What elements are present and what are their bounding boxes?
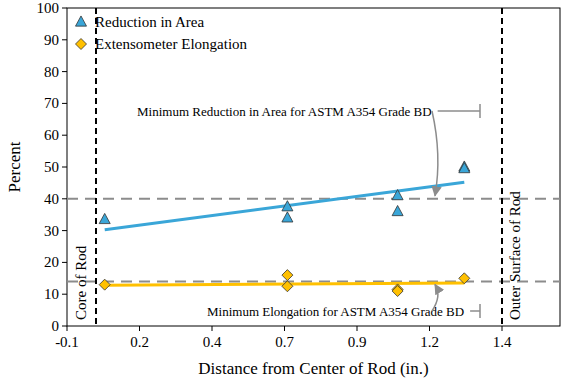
data-point [282, 270, 293, 281]
reference-line [67, 280, 560, 282]
y-tick [62, 198, 67, 199]
annotation: Minimum Elongation for ASTM A354 Grade B… [207, 304, 464, 319]
y-tick-label: 80 [44, 64, 59, 80]
legend-marker [76, 39, 87, 50]
x-tick-label: 0.4 [203, 334, 222, 350]
data-point [392, 205, 403, 215]
y-tick [62, 103, 67, 104]
y-tick [62, 230, 67, 231]
y-tick-label: 70 [44, 95, 59, 111]
x-tick [502, 326, 503, 331]
y-tick [62, 8, 67, 9]
data-point [459, 163, 470, 173]
x-tick-label: 0.7 [275, 334, 294, 350]
chart: 0 10 20 30 40 50 60 70 80 90 100 -0.1 0.2 0.4 0.7 0.9 1.… [0, 0, 576, 384]
y-tick-label: 90 [44, 32, 59, 48]
x-tick-label: 1.2 [420, 334, 439, 350]
x-axis-label: Distance from Center of Rod (in.) [198, 359, 428, 378]
data-point [282, 281, 293, 292]
annotation-bracket [438, 110, 480, 112]
vertical-line [501, 8, 503, 326]
legend-label: Extensometer Elongation [95, 36, 248, 52]
legend-marker [76, 16, 87, 26]
y-tick-label: 60 [44, 127, 59, 143]
y-tick-label: 10 [44, 286, 59, 302]
data-point [99, 213, 110, 223]
x-tick [212, 326, 213, 331]
data-point [282, 212, 293, 222]
y-tick-label: 40 [44, 191, 59, 207]
annotation-bracket [470, 310, 480, 312]
y-axis-label: Percent [5, 141, 24, 192]
x-tick [284, 326, 285, 331]
x-tick [429, 326, 430, 331]
plot-frame [67, 8, 560, 326]
y-tick [62, 71, 67, 72]
vertical-line-label: Core of Rod [73, 245, 89, 320]
y-tick [62, 39, 67, 40]
vertical-line-label: Outer Surface of Rod [507, 191, 523, 320]
y-tick-label: 20 [44, 254, 59, 270]
annotation-bracket-end [479, 104, 481, 118]
x-tick-label: 0.9 [348, 334, 367, 350]
x-tick [67, 326, 68, 331]
legend: Reduction in Area Extensometer Elongation [76, 14, 248, 52]
plot-area [67, 8, 560, 326]
annotation-arrow [432, 284, 438, 311]
x-tick-label: 0.2 [130, 334, 149, 350]
annotation-arrow [432, 111, 438, 196]
y-tick-label: 100 [37, 0, 60, 16]
annotation-bracket-end [479, 304, 481, 318]
x-tick [139, 326, 140, 331]
data-point [392, 286, 403, 297]
y-tick [62, 294, 67, 295]
data-point [282, 201, 293, 211]
y-tick [62, 262, 67, 263]
data-point [99, 279, 110, 290]
y-tick-label: 30 [44, 223, 59, 239]
legend-label: Reduction in Area [95, 14, 204, 30]
y-tick [62, 167, 67, 168]
x-tick-label: -0.1 [55, 334, 79, 350]
x-tick-label: 1.4 [493, 334, 512, 350]
annotation: Minimum Reduction in Area for ASTM A354 … [137, 104, 432, 119]
y-tick [62, 135, 67, 136]
y-tick-label: 50 [44, 159, 59, 175]
x-tick [357, 326, 358, 331]
trend-line [105, 182, 465, 229]
vertical-line [95, 8, 97, 326]
data-point [459, 273, 470, 284]
y-tick [62, 326, 67, 327]
y-tick-label: 0 [52, 318, 60, 334]
data-point [392, 190, 403, 200]
reference-line [67, 198, 560, 200]
